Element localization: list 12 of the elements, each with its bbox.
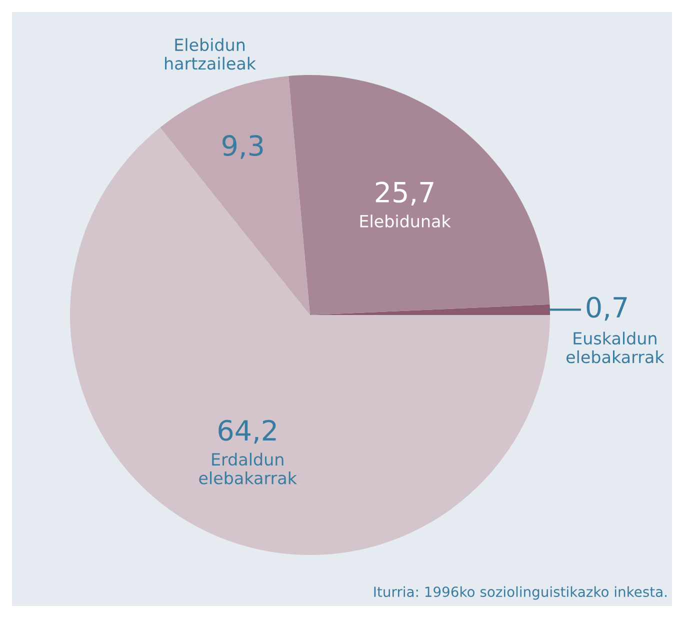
text: Iturria: 1996ko soziolinguistikazko inkesta.: [374, 586, 667, 600]
slice-label: Elebidun hartzaileak: [165, 38, 256, 70]
pie-slice: [70, 128, 550, 555]
pie-slice: [288, 75, 550, 315]
data-label: 64,2: [218, 420, 276, 444]
data-label: 25,7: [376, 182, 434, 206]
slice-label: Erdaldun elebakarrak: [199, 452, 297, 484]
slice-label: Elebidunak: [360, 214, 451, 228]
slice-label: Euskaldun elebakarrak: [566, 332, 664, 364]
data-label: 0,7: [586, 296, 627, 321]
data-label: 9,3: [222, 135, 263, 159]
pie-slice: [160, 76, 310, 315]
